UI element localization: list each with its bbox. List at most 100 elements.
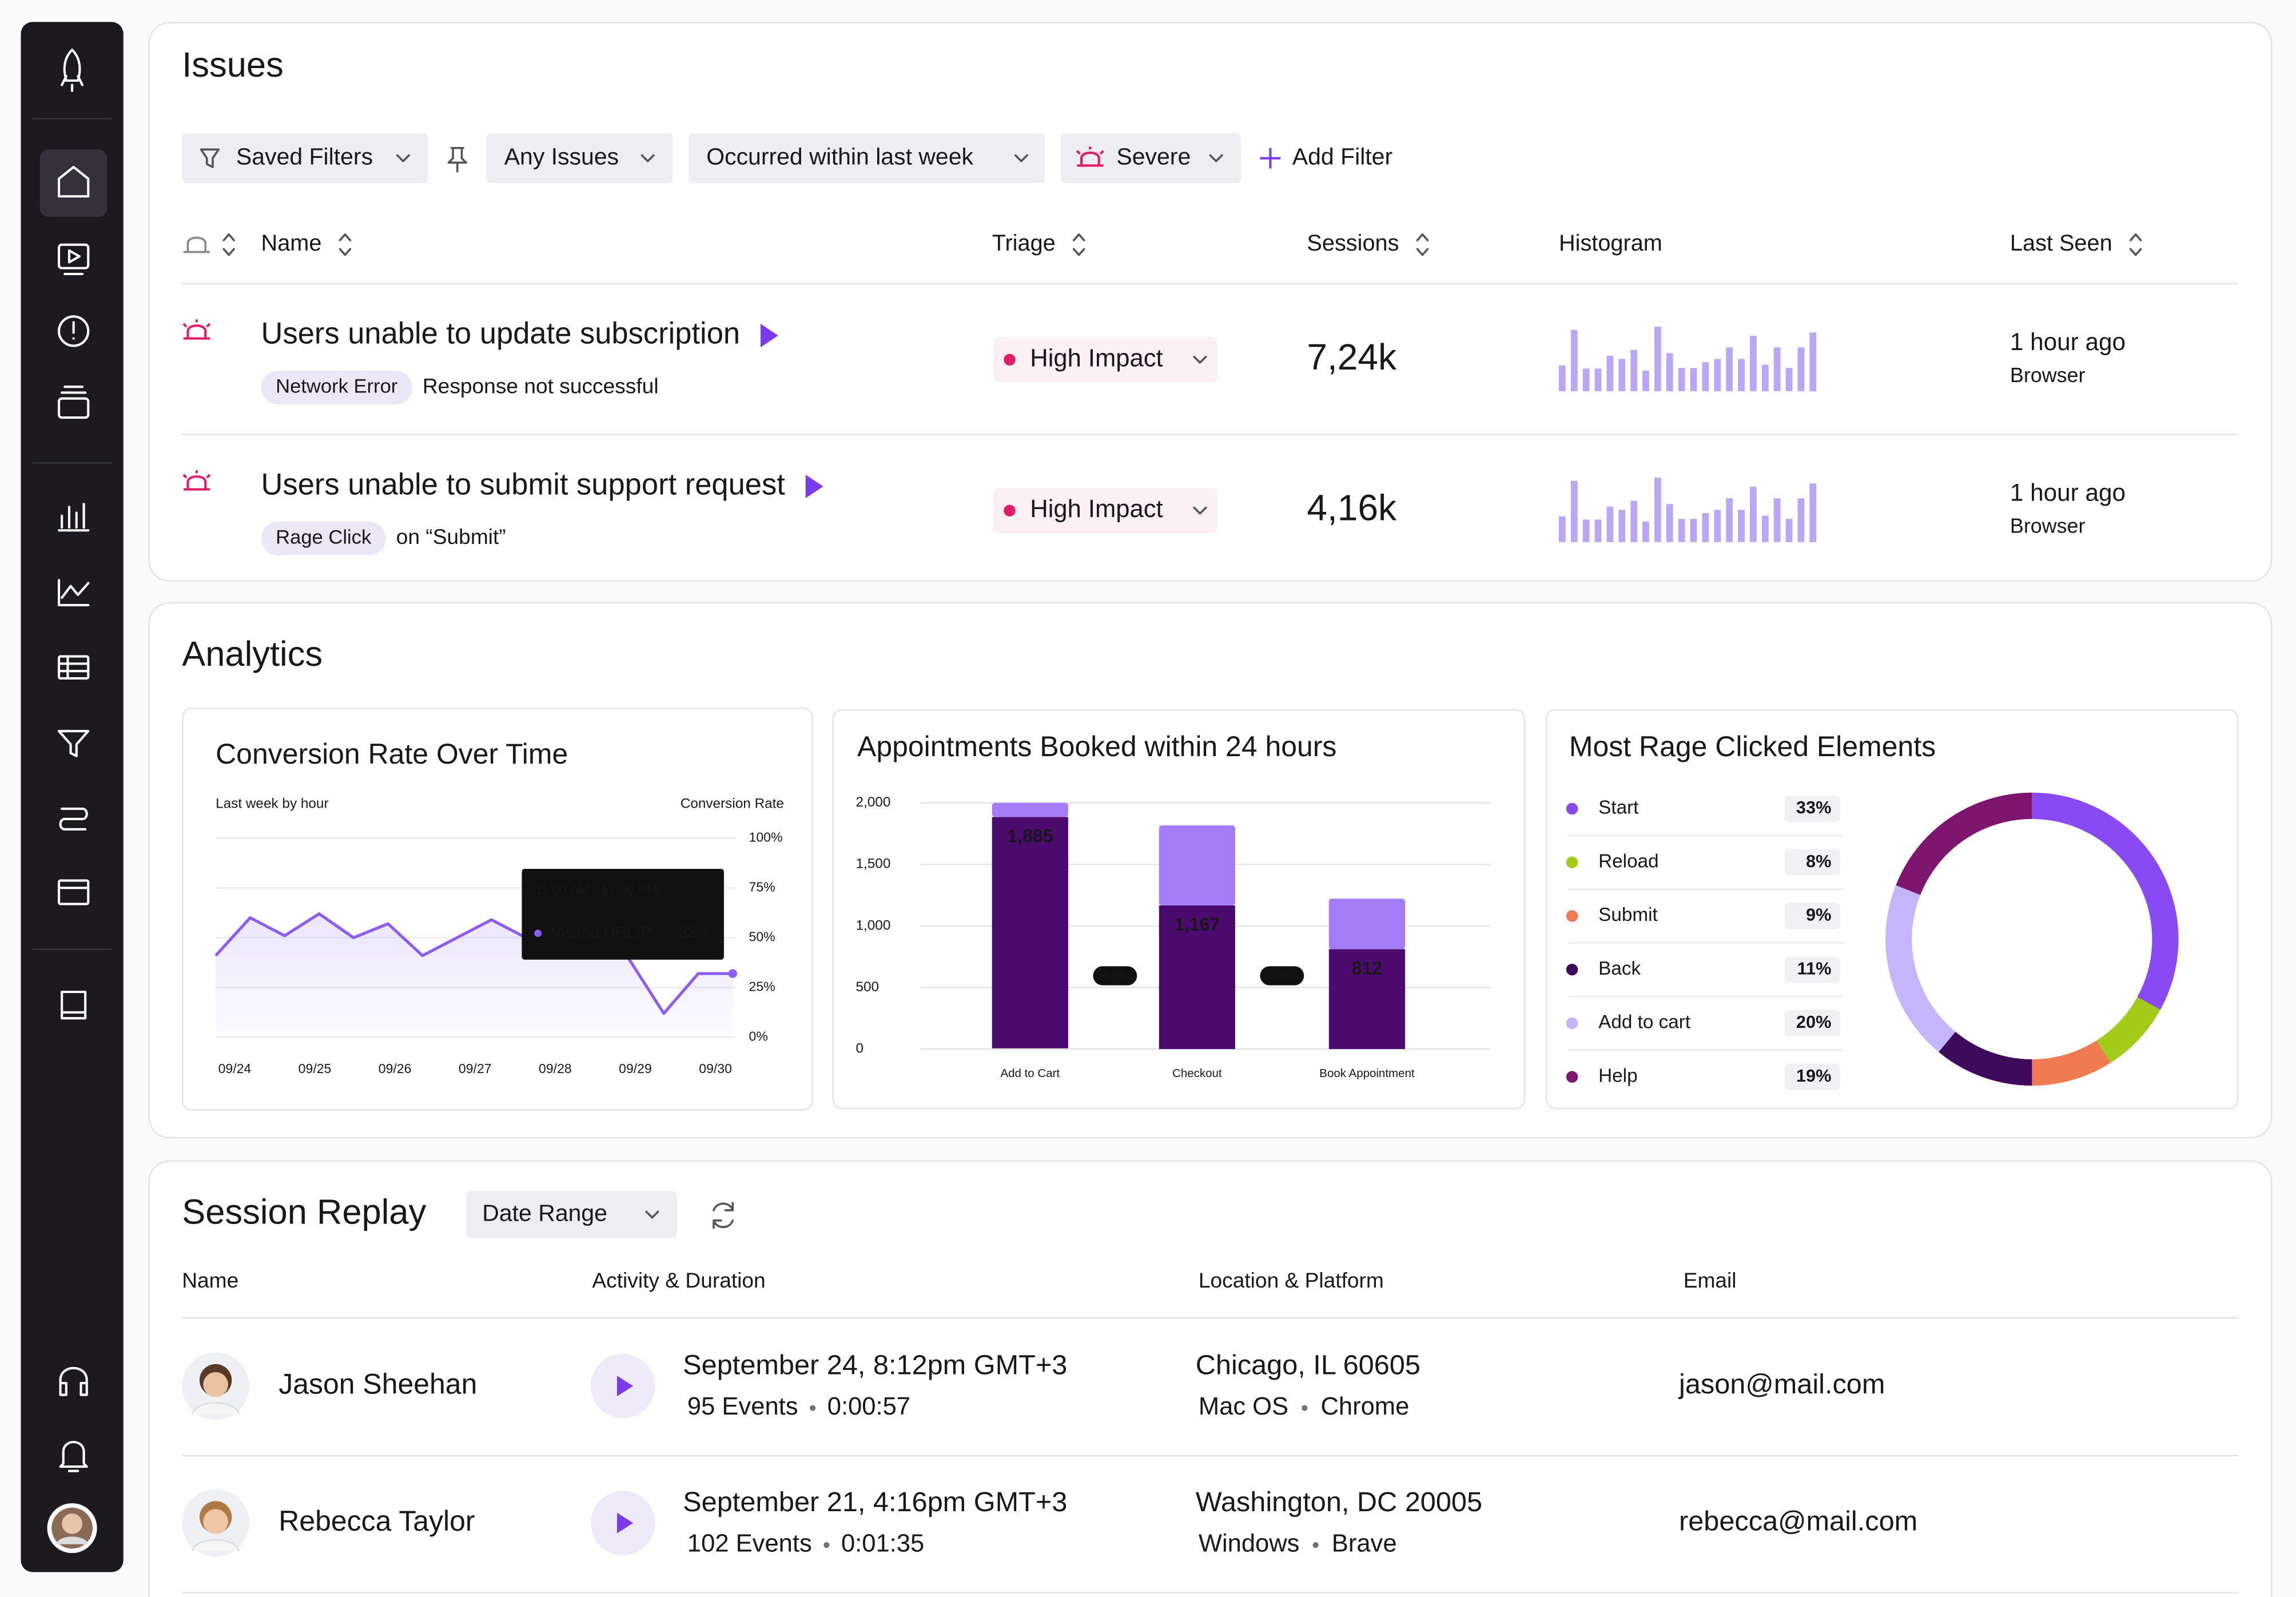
nav-table[interactable] (57, 655, 90, 680)
chart-subtitle: Last week by hour (216, 796, 328, 812)
chevron (1193, 506, 1207, 515)
donut-segment (2096, 996, 2160, 1063)
x-tick-label: 09/28 (539, 1061, 572, 1076)
nav-funnel[interactable] (57, 730, 90, 757)
histogram-bar (1726, 498, 1733, 542)
nav-notifications[interactable] (59, 1441, 88, 1472)
last-seen: 1 hour ago (2010, 328, 2126, 355)
histogram-bar (1702, 362, 1709, 391)
histogram-bar (1594, 368, 1602, 391)
legend-dot (1566, 1071, 1578, 1083)
filter-label: Any Issues (504, 143, 619, 169)
chevron (1014, 154, 1028, 162)
filter-chip[interactable] (1061, 133, 1241, 184)
filter-chip[interactable] (466, 1191, 677, 1238)
filter-chip[interactable] (486, 133, 673, 184)
refresh-icon[interactable] (713, 1202, 734, 1229)
histogram-bar (1738, 510, 1745, 542)
email: rebecca@mail.com (1679, 1506, 1917, 1537)
histogram-bar (1773, 347, 1781, 391)
session-date: September 24, 8:12pm GMT+3 (683, 1350, 1067, 1381)
conversion-pill (1260, 966, 1304, 986)
sort-icon[interactable] (339, 233, 352, 256)
sort-icon[interactable] (1416, 233, 1429, 256)
issue-tag: Rage Click (276, 526, 372, 548)
chart-title: Most Rage Clicked Elements (1569, 730, 1936, 762)
chevron (1193, 355, 1207, 364)
value-label: 33% (1796, 797, 1831, 817)
os: Mac OS (1199, 1393, 1288, 1420)
histogram-bar (1570, 329, 1578, 391)
browser: Brave (1332, 1530, 1397, 1558)
user-name: Rebecca Taylor (278, 1505, 475, 1537)
nav-bars[interactable] (57, 503, 90, 532)
legend-label: Submit (1598, 904, 1658, 925)
chevron (645, 1210, 659, 1219)
pin-icon[interactable] (447, 146, 467, 173)
histogram-bar (1666, 504, 1673, 542)
histogram-bar (1750, 486, 1757, 542)
histogram-bar (1690, 368, 1697, 391)
nav-journeys[interactable] (59, 807, 88, 831)
value-pill (1784, 1010, 1840, 1036)
histogram-bar (1630, 349, 1638, 391)
bar-segment (1159, 905, 1235, 1050)
histogram-bar (1809, 332, 1817, 391)
filter-label: Severe (1116, 143, 1191, 169)
nav-window[interactable] (57, 879, 90, 905)
play-icon[interactable] (760, 324, 778, 348)
browser: Chrome (1320, 1393, 1409, 1420)
triage-pill[interactable] (993, 337, 1218, 383)
triage-label: High Impact (1030, 344, 1163, 372)
histogram-bar (1606, 355, 1614, 391)
histogram-bar (1678, 368, 1685, 391)
histogram-bar (1558, 365, 1566, 391)
nav-replay[interactable] (57, 243, 90, 276)
value-pill (1784, 849, 1840, 876)
nav-docs[interactable] (61, 991, 87, 1020)
sessions-count: 4,16k (1307, 487, 1397, 529)
sort-icon[interactable] (1072, 233, 1085, 256)
nav-issues[interactable] (57, 315, 90, 347)
legend-label: Add to cart (1598, 1012, 1690, 1033)
play-icon (616, 1376, 634, 1397)
histogram-bar (1797, 498, 1805, 542)
y-tick-label: 0 (855, 1040, 864, 1056)
filter-label: Date Range (482, 1199, 607, 1226)
nav-home[interactable] (39, 149, 108, 217)
value-label: 812 (1352, 958, 1382, 979)
location: Washington, DC 20005 (1196, 1487, 1482, 1517)
legend-dot (1566, 856, 1578, 868)
separator-dot (1302, 1405, 1308, 1411)
column-header: Name (182, 1268, 238, 1292)
donut-segment (2032, 792, 2179, 1010)
legend-label: Back (1598, 958, 1641, 979)
triage-pill[interactable] (993, 487, 1218, 534)
histogram-bar (1761, 364, 1769, 391)
histogram-bar (1750, 335, 1757, 391)
filter-label: Occurred within last week (706, 143, 973, 169)
filter-label: Add Filter (1292, 143, 1392, 169)
histogram-bar (1582, 519, 1590, 542)
value-label: 20% (1796, 1012, 1831, 1032)
sort-icon[interactable] (2129, 233, 2142, 256)
sort-icon[interactable] (222, 233, 235, 256)
issue-detail: Response not successful (423, 374, 659, 398)
avatar-body (191, 1539, 240, 1551)
nav-support[interactable] (59, 1366, 88, 1396)
value-pill (1784, 1063, 1840, 1090)
issue-tag-bg (261, 371, 412, 404)
severity-icon (182, 470, 211, 491)
nav-trends[interactable] (57, 579, 90, 606)
nav-stack[interactable] (57, 386, 90, 419)
legend-label: Start (1598, 797, 1638, 819)
y-tick-label: 75% (749, 879, 775, 894)
issue-tag-bg (261, 521, 386, 555)
filter-chip[interactable] (182, 133, 428, 184)
email: jason@mail.com (1678, 1369, 1885, 1400)
add-icon[interactable] (1260, 148, 1281, 169)
filter-chip[interactable] (689, 133, 1045, 184)
play-icon[interactable] (805, 474, 823, 498)
separator-dot (810, 1405, 816, 1411)
